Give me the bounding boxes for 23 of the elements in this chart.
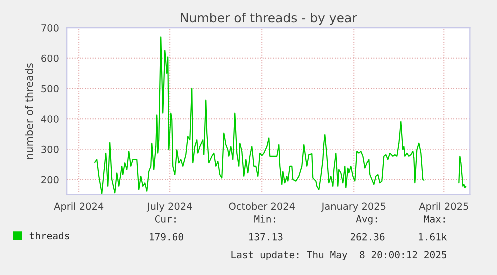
x-tick-label: April 2024	[54, 202, 104, 212]
text: Cur:	[155, 215, 176, 223]
text: Min:	[254, 215, 276, 223]
y-tick-label: 300	[42, 146, 59, 154]
text: 179.60	[150, 233, 184, 241]
text: Max:	[424, 216, 445, 223]
text: 262.36	[350, 233, 385, 241]
y-tick-label: 700	[42, 24, 59, 32]
y-tick-label: 200	[42, 176, 59, 184]
x-tick-label: July 2024	[146, 202, 192, 212]
x-tick-label: April 2025	[419, 202, 468, 212]
text: 137.13	[250, 233, 283, 241]
y-tick-label: 600	[42, 54, 59, 62]
y-tick-label: 400	[41, 116, 59, 123]
text: Avg:	[356, 216, 378, 225]
legend-label: threads	[30, 232, 70, 240]
text: Last update: Thu May 8 20:00:12 2025	[232, 251, 447, 260]
x-tick-label: October 2024	[229, 202, 295, 210]
text: 1.61k	[419, 233, 448, 241]
y-tick-label: 500	[42, 85, 59, 93]
x-tick-label: January 2025	[321, 202, 386, 212]
y-axis-title: number of threads	[25, 64, 34, 160]
chart-title: Number of threads - by year	[181, 12, 358, 26]
